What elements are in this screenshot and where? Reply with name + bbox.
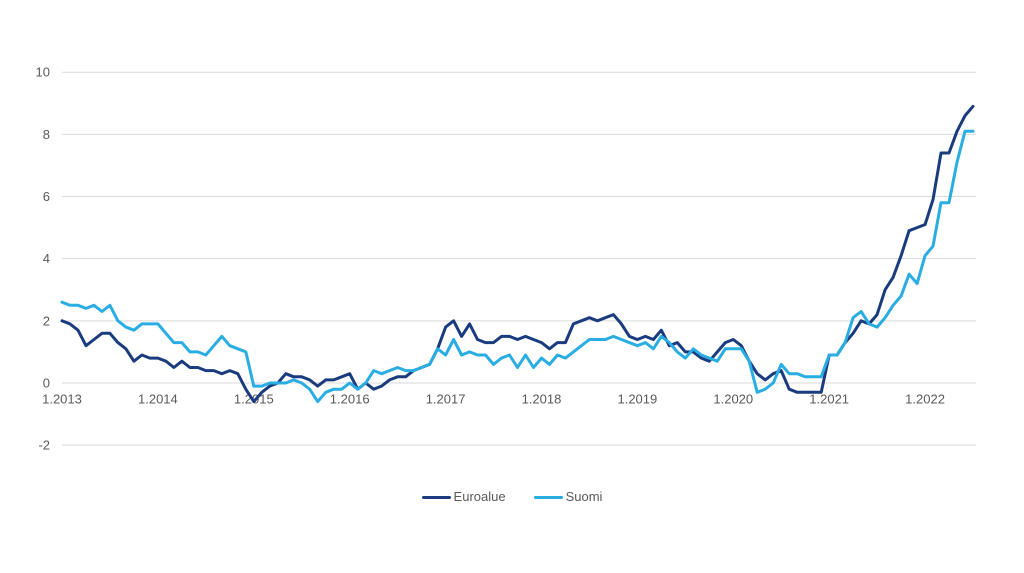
x-tick-label: 1.2021: [809, 392, 849, 407]
legend-item-suomi: Suomi: [533, 489, 603, 505]
y-tick-label: 8: [43, 127, 50, 142]
x-tick-label: 1.2020: [713, 392, 753, 407]
legend-label-suomi: Suomi: [565, 489, 603, 504]
y-tick-label: 6: [43, 189, 50, 204]
euroalue-series-line: [60, 104, 975, 404]
y-tick-label: -2: [38, 438, 50, 453]
legend-item-euroalue: Euroalue: [421, 489, 506, 505]
x-tick-label: 1.2014: [138, 392, 178, 407]
suomi-line-swatch-icon: [533, 495, 563, 499]
x-tick-label: 1.2017: [426, 392, 466, 407]
suomi-series-line: [60, 129, 975, 404]
legend-label-euroalue: Euroalue: [453, 489, 506, 504]
legend: Euroalue Suomi: [0, 489, 1024, 505]
x-tick-label: 1.2016: [330, 392, 370, 407]
y-tick-label: 2: [43, 313, 50, 328]
x-tick-label: 1.2022: [905, 392, 945, 407]
x-tick-label: 1.2013: [42, 392, 82, 407]
y-tick-label: 0: [43, 376, 50, 391]
x-tick-label: 1.2018: [522, 392, 562, 407]
euroalue-line-swatch-icon: [421, 495, 451, 499]
x-tick-label: 1.2019: [617, 392, 657, 407]
y-tick-label: 10: [36, 65, 50, 80]
y-tick-label: 4: [43, 251, 50, 266]
